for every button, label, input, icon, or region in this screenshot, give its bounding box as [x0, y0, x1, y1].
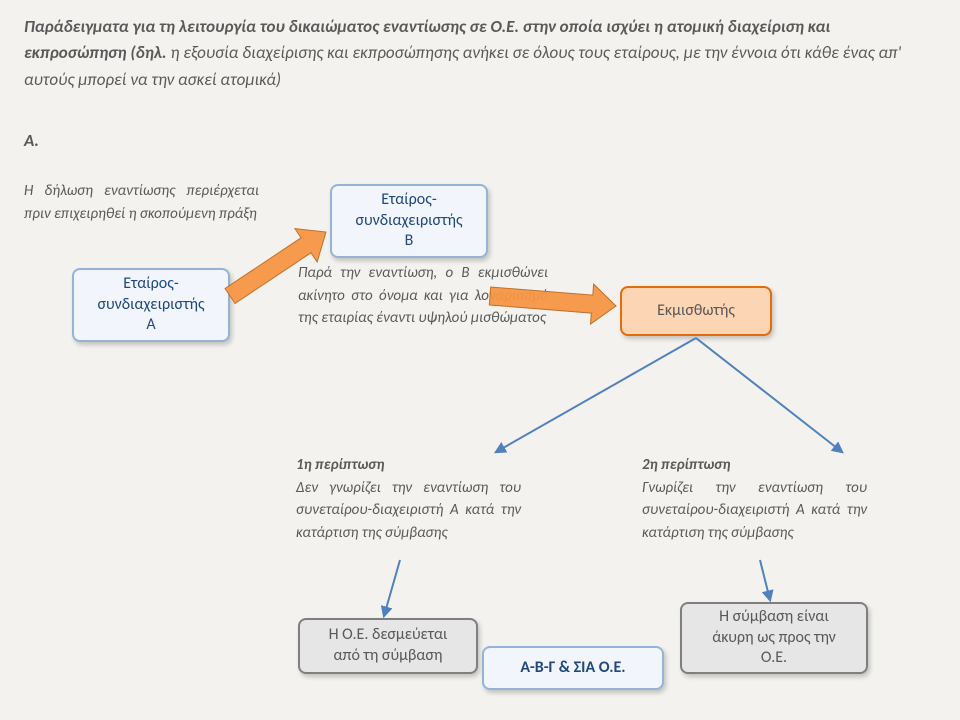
despite-note: Παρά την εναντίωση, ο Β εκμισθώνει ακίνη… — [298, 262, 548, 330]
case1-title: 1η περίπτωση — [296, 456, 384, 474]
header-paragraph: Παράδειγματα για τη λειτουργία του δικαι… — [24, 14, 936, 93]
void-box: Η σύμβαση είναιάκυρη ως προς τηνΟ.Ε. — [680, 602, 868, 674]
case2-note: 2η περίπτωση Γνωρίζει την εναντίωση του … — [642, 454, 867, 544]
case1-body: Δεν γνωρίζει την εναντίωση του συνεταίρο… — [296, 479, 521, 542]
partner-a-box: Εταίρος-συνδιαχειριστήςΑ — [72, 268, 230, 342]
lessor-label: Εκμισθωτής — [657, 301, 735, 322]
partner-b-label: Εταίρος-συνδιαχειριστήςΒ — [355, 190, 462, 252]
bound-label: Η Ο.Ε. δεσμεύεταιαπό τη σύμβαση — [329, 625, 448, 667]
section-alpha-label: Α. — [24, 130, 39, 151]
company-label: Α-Β-Γ & ΣΙΑ Ο.Ε. — [520, 658, 625, 679]
bound-box: Η Ο.Ε. δεσμεύεταιαπό τη σύμβαση — [298, 618, 478, 674]
case1-note: 1η περίπτωση Δεν γνωρίζει την εναντίωση … — [296, 454, 521, 544]
lessor-box: Εκμισθωτής — [620, 286, 772, 336]
company-box: Α-Β-Γ & ΣΙΑ Ο.Ε. — [482, 646, 664, 690]
case2-body: Γνωρίζει την εναντίωση του συνεταίρου-δι… — [642, 479, 867, 542]
partner-b-box: Εταίρος-συνδιαχειριστήςΒ — [330, 184, 488, 258]
case2-title: 2η περίπτωση — [642, 456, 730, 474]
declaration-note: Η δήλωση εναντίωσης περιέρχεται πριν επι… — [24, 180, 259, 225]
void-label: Η σύμβαση είναιάκυρη ως προς τηνΟ.Ε. — [712, 607, 836, 669]
partner-a-label: Εταίρος-συνδιαχειριστήςΑ — [97, 274, 204, 336]
